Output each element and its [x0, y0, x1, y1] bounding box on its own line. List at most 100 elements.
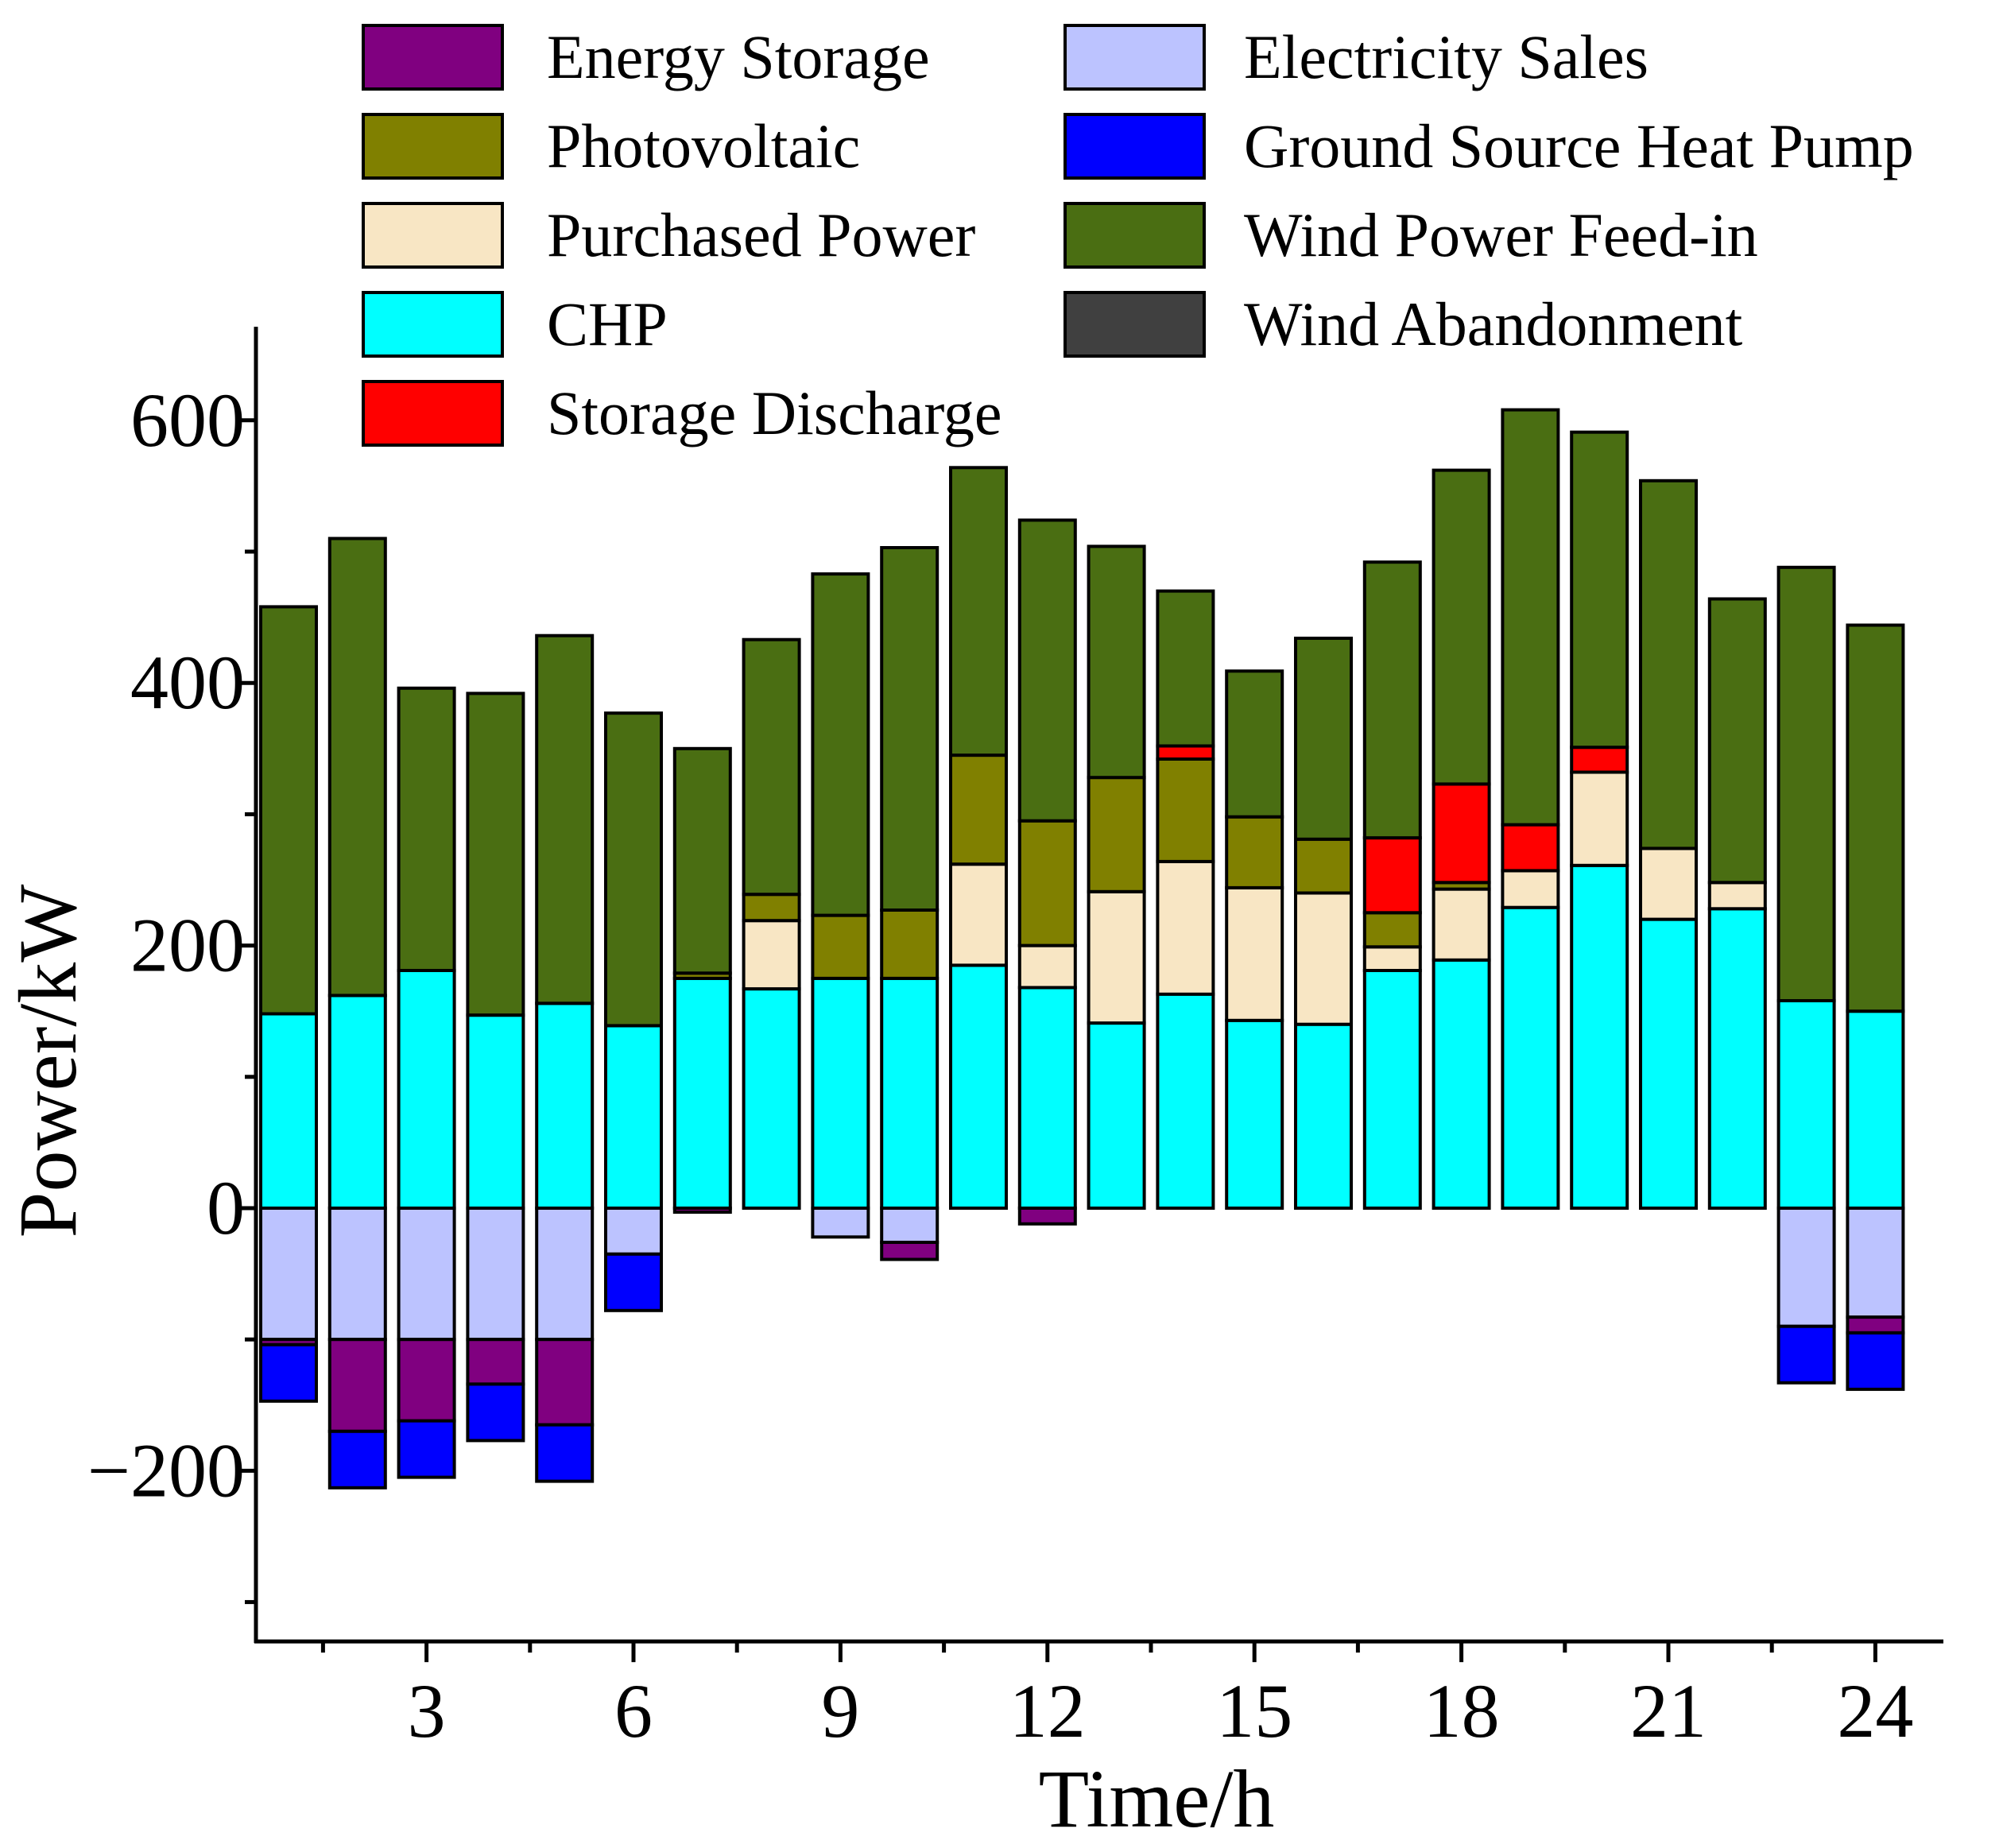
bar-gshp-h24: [1846, 1331, 1905, 1391]
x-tick-label: 18: [1424, 1668, 1500, 1753]
bar-photovoltaic-h9: [811, 913, 870, 980]
legend-swatch-storage_discharge: [362, 380, 504, 447]
bar-wind_feed_in-h2: [327, 537, 387, 998]
bar-photovoltaic-h17: [1362, 911, 1422, 949]
bar-chp-h9: [811, 976, 870, 1211]
bar-electricity_sales-h6: [604, 1207, 663, 1256]
bar-storage_discharge-h17: [1362, 836, 1422, 915]
bar-chp-h15: [1225, 1018, 1284, 1211]
bar-chp-h22: [1707, 907, 1767, 1211]
x-tick-label: 3: [408, 1668, 446, 1753]
bar-electricity_sales-h10: [880, 1207, 940, 1244]
bar-electricity_sales-h9: [811, 1207, 870, 1239]
bar-wind_feed_in-h22: [1707, 597, 1767, 885]
bar-chp-h6: [604, 1024, 663, 1211]
bar-chp-h10: [880, 976, 940, 1211]
bar-purchased_power-h8: [742, 919, 801, 991]
bar-chp-h14: [1156, 992, 1215, 1210]
bar-photovoltaic-h14: [1156, 757, 1215, 863]
bar-gshp-h3: [397, 1419, 456, 1479]
x-tick-label: 24: [1837, 1668, 1913, 1753]
bar-gshp-h4: [466, 1382, 525, 1443]
bar-chp-h5: [535, 1001, 595, 1211]
bar-chp-h12: [1017, 986, 1077, 1210]
bar-wind_feed_in-h19: [1501, 408, 1560, 827]
bar-electricity_sales-h3: [397, 1207, 456, 1342]
bar-chp-h19: [1501, 905, 1560, 1210]
y-tick-label: 400: [130, 640, 245, 725]
bar-purchased_power-h20: [1570, 770, 1629, 867]
x-tick-label: 21: [1630, 1668, 1707, 1753]
bar-chp-h3: [397, 969, 456, 1210]
bar-chp-h16: [1294, 1022, 1353, 1210]
bar-wind_feed_in-h8: [742, 637, 801, 897]
bar-gshp-h23: [1776, 1324, 1836, 1385]
bar-purchased_power-h21: [1639, 847, 1698, 921]
bar-gshp-h1: [259, 1342, 318, 1403]
bar-wind_feed_in-h14: [1156, 589, 1215, 748]
y-tick-label: 600: [130, 378, 245, 463]
bar-gshp-h6: [604, 1252, 663, 1312]
bar-photovoltaic-h15: [1225, 815, 1284, 889]
x-tick-label: 15: [1216, 1668, 1292, 1753]
bar-wind_feed_in-h11: [949, 466, 1008, 757]
bar-energy_storage-h5: [535, 1338, 595, 1427]
bar-wind_feed_in-h24: [1846, 623, 1905, 1013]
bar-wind_feed_in-h21: [1639, 478, 1698, 850]
bars-layer: [259, 408, 1905, 1490]
bar-photovoltaic-h16: [1294, 837, 1353, 895]
y-tick-label: 200: [130, 903, 245, 988]
bar-wind_feed_in-h17: [1362, 560, 1422, 840]
legend-swatch-electricity_sales: [1063, 24, 1206, 91]
legend-swatch-wind_feed_in: [1063, 202, 1206, 269]
bar-chp-h7: [672, 976, 732, 1211]
bar-purchased_power-h12: [1017, 943, 1077, 990]
legend-label-gshp: Ground Source Heat Pump: [1244, 111, 1914, 180]
bar-wind_feed_in-h10: [880, 546, 940, 912]
bar-chp-h13: [1087, 1021, 1146, 1210]
bar-storage_discharge-h18: [1432, 782, 1491, 885]
legend-swatch-gshp: [1063, 113, 1206, 180]
bar-wind_feed_in-h15: [1225, 669, 1284, 819]
legend-swatch-energy_storage: [362, 24, 504, 91]
bar-wind_feed_in-h6: [604, 711, 663, 1028]
bar-purchased_power-h19: [1501, 869, 1560, 909]
bar-chp-h17: [1362, 969, 1422, 1210]
bar-wind_feed_in-h1: [259, 605, 318, 1016]
bar-photovoltaic-h12: [1017, 819, 1077, 947]
x-tick-label: 6: [614, 1668, 653, 1753]
bar-chp-h24: [1846, 1009, 1905, 1210]
y-axis-title: Power/kW: [2, 885, 94, 1238]
bar-storage_discharge-h14: [1156, 744, 1215, 761]
bar-chp-h1: [259, 1012, 318, 1210]
bar-purchased_power-h22: [1707, 881, 1767, 911]
bar-photovoltaic-h10: [880, 909, 940, 980]
bar-gshp-h2: [327, 1429, 387, 1490]
bar-purchased_power-h16: [1294, 891, 1353, 1026]
bar-chp-h20: [1570, 863, 1629, 1211]
bar-energy_storage-h10: [880, 1241, 940, 1261]
bar-purchased_power-h13: [1087, 889, 1146, 1025]
bar-purchased_power-h17: [1362, 945, 1422, 973]
x-axis-title: Time/h: [1039, 1753, 1275, 1844]
bar-storage_discharge-h19: [1501, 823, 1560, 873]
bar-electricity_sales-h23: [1776, 1207, 1836, 1328]
bar-chp-h8: [742, 987, 801, 1210]
legend-swatch-photovoltaic: [362, 113, 504, 180]
bar-wind_feed_in-h13: [1087, 544, 1146, 780]
legend-label-wind_feed_in: Wind Power Feed-in: [1244, 200, 1758, 269]
bar-gshp-h5: [535, 1423, 595, 1483]
bar-energy_storage-h24: [1846, 1315, 1905, 1335]
bar-purchased_power-h14: [1156, 859, 1215, 996]
bar-wind_feed_in-h12: [1017, 518, 1077, 823]
x-tick-label: 9: [821, 1668, 859, 1753]
bar-wind_feed_in-h5: [535, 633, 595, 1005]
bar-photovoltaic-h13: [1087, 776, 1146, 893]
bar-chp-h2: [327, 994, 387, 1211]
bar-energy_storage-h2: [327, 1338, 387, 1433]
bar-storage_discharge-h20: [1570, 746, 1629, 774]
bar-electricity_sales-h4: [466, 1207, 525, 1342]
bar-electricity_sales-h1: [259, 1207, 318, 1342]
